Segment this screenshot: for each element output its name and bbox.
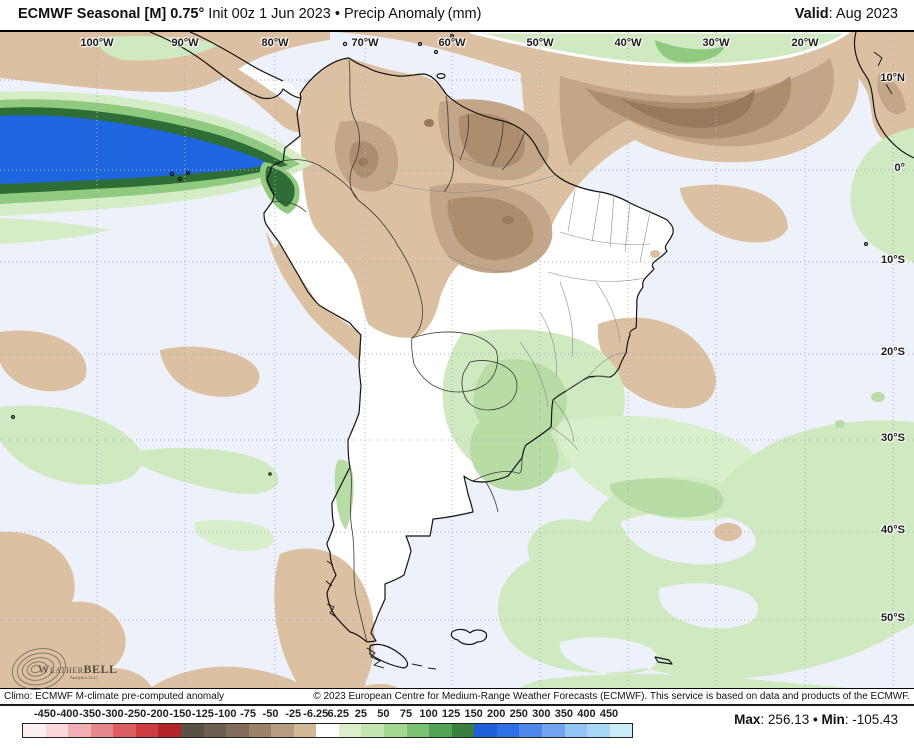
colorbar-tick: 350 — [554, 708, 574, 720]
footer-divider — [0, 704, 914, 706]
weatherbell-wordmark: WeatherBELL — [38, 662, 118, 676]
colorbar-tick: 200 — [487, 708, 506, 720]
precip-anomaly-map — [0, 32, 914, 688]
colorbar-segment — [68, 724, 91, 737]
colorbar-segment — [45, 724, 69, 737]
weatherbell-swirl-icon — [11, 648, 67, 690]
colorbar-tick: -150 — [169, 708, 192, 720]
lon-label: 80°W — [261, 37, 289, 49]
colorbar-segment — [338, 724, 362, 737]
country-borders — [271, 59, 526, 643]
lon-label: 60°W — [438, 37, 466, 49]
lat-label: 40°S — [881, 524, 905, 536]
colorbar-tick: 6.25 — [327, 708, 349, 720]
max-min-readout: Max: 256.13 • Min: -105.43 — [734, 712, 898, 727]
state-borders-rivers — [384, 153, 651, 451]
colorbar-tick: 400 — [577, 708, 596, 720]
colorbar-segment — [90, 724, 114, 737]
colorbar-segment — [203, 724, 227, 737]
colorbar-segment — [135, 724, 159, 737]
colorbar-tick: -100 — [214, 708, 237, 720]
weatherbell-logo: WeatherBELL Analytics LLC — [10, 644, 120, 694]
colorbar-segment — [180, 724, 204, 737]
colorbar-tick: -50 — [262, 708, 279, 720]
lon-label: 20°W — [791, 37, 819, 49]
colorbar-segment — [609, 724, 633, 737]
colorbar-segment — [474, 724, 497, 737]
colorbar-tick: -250 — [124, 708, 147, 720]
lon-label: 50°W — [526, 37, 554, 49]
colorbar-tick: 250 — [509, 708, 528, 720]
colorbar-segment — [23, 724, 46, 737]
copyright-attribution: © 2023 European Centre for Medium-Range … — [313, 691, 910, 702]
colorbar-segment — [541, 724, 565, 737]
graticule — [0, 32, 914, 688]
colorbar-tick: 100 — [419, 708, 438, 720]
title-model: ECMWF Seasonal [M] 0.75° — [18, 6, 205, 22]
colorbar-segment — [361, 724, 384, 737]
colorbar-tick: 125 — [441, 708, 461, 720]
colorbar-tick: 150 — [464, 708, 483, 720]
colorbar-segment — [384, 724, 407, 737]
colorbar-segment — [406, 724, 430, 737]
colorbar-tick: -300 — [101, 708, 124, 720]
lat-label: 30°S — [881, 432, 905, 444]
colorbar-segment — [564, 724, 588, 737]
colorbar-segment — [226, 724, 249, 737]
colorbar — [22, 723, 633, 738]
lon-label: 90°W — [171, 37, 199, 49]
colorbar-segment — [316, 724, 339, 737]
colorbar-tick: -450 — [33, 708, 57, 720]
colorbar-tick: 300 — [532, 708, 551, 720]
colorbar-tick: 25 — [354, 708, 367, 720]
colorbar-segment — [519, 724, 542, 737]
header: ECMWF Seasonal [M] 0.75° Init 00z 1 Jun … — [0, 0, 914, 30]
lat-label: 0° — [894, 162, 905, 174]
lat-label: 10°S — [881, 254, 905, 266]
title-init: Init 00z 1 Jun 2023 • Precip Anomaly (mm… — [204, 6, 482, 22]
colorbar-segment — [496, 724, 520, 737]
colorbar-tick: 75 — [399, 708, 413, 720]
lon-label: 40°W — [614, 37, 642, 49]
colorbar-tick: -350 — [79, 708, 102, 720]
colorbar-tick: -75 — [240, 708, 256, 720]
colorbar-tick: 450 — [599, 708, 619, 720]
colorbar-segment — [293, 724, 317, 737]
colorbar-tick: 50 — [377, 708, 390, 720]
colorbar-tick: -25 — [285, 708, 302, 720]
colorbar-tick: -125 — [191, 708, 214, 720]
colorbar-tick: -400 — [56, 708, 79, 720]
climo-attribution: Climo: ECMWF M-climate pre-computed anom… — [4, 691, 225, 702]
colorbar-segment — [587, 724, 610, 737]
valid-date: Valid: Aug 2023 — [794, 6, 898, 22]
lon-label: 30°W — [702, 37, 730, 49]
map-area: 100°W 90°W 80°W 70°W 60°W 50°W 40°W 30°W 20°W 10… — [0, 30, 914, 690]
colorbar-tick: -200 — [146, 708, 169, 720]
colorbar-segment — [271, 724, 294, 737]
lon-label: 70°W — [351, 37, 379, 49]
lon-label: 100°W — [80, 37, 114, 49]
colorbar-tick-labels: -450 -400 -350 -300 -250 -200 -150 -125 -100 -75-… — [0, 708, 914, 721]
colorbar-tick: -6.25 — [303, 708, 329, 720]
positive-anomaly-green-regions — [0, 32, 914, 688]
page-title: ECMWF Seasonal [M] 0.75° Init 00z 1 Jun … — [18, 6, 481, 22]
weatherbell-sub: Analytics LLC — [70, 675, 97, 680]
lat-label: 20°S — [881, 346, 905, 358]
colorbar-segment — [158, 724, 181, 737]
colorbar-segment — [113, 724, 136, 737]
lat-label: 10°N — [880, 72, 905, 84]
lat-label: 50°S — [881, 612, 905, 624]
colorbar-segment — [451, 724, 475, 737]
colorbar-segment — [429, 724, 452, 737]
strong-negative-anomaly-brown-regions — [334, 58, 906, 274]
colorbar-segment — [248, 724, 272, 737]
